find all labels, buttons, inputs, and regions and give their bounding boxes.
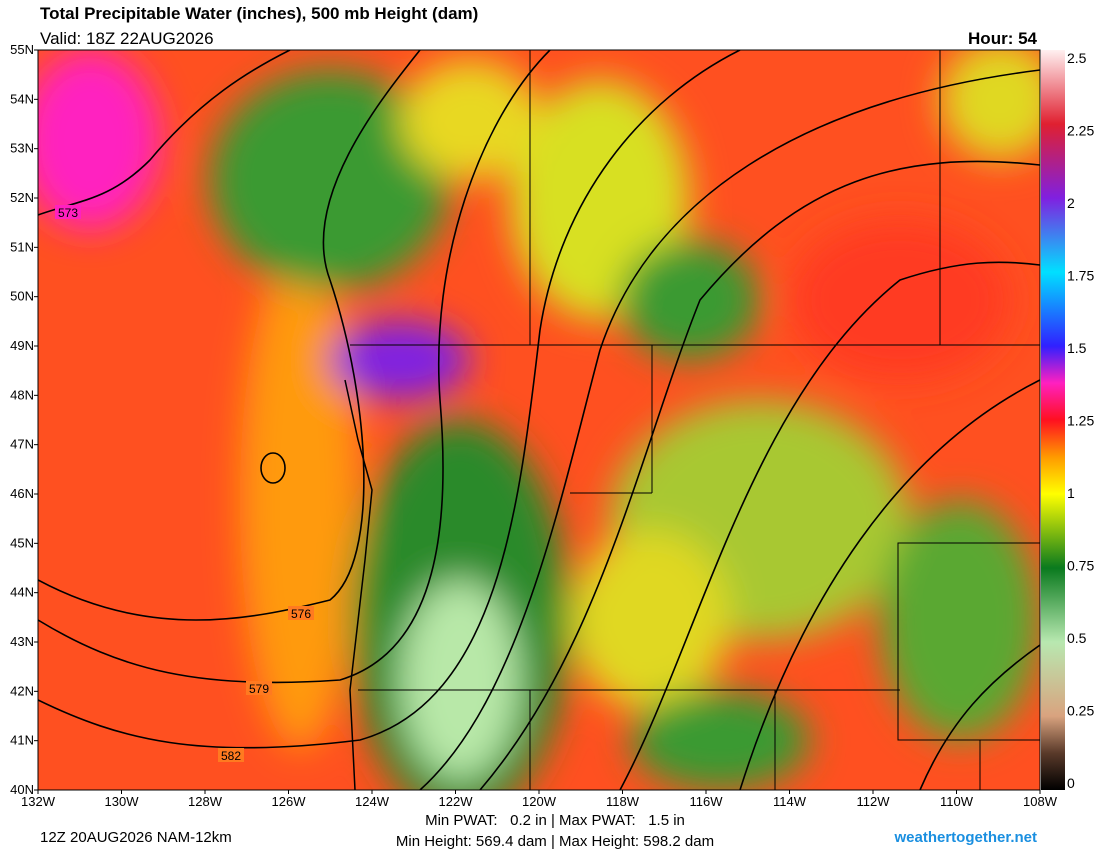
- site-credit: weathertogether.net: [893, 829, 1037, 846]
- pwat-stats: Min PWAT: 0.2 in | Max PWAT: 1.5 in: [425, 812, 685, 829]
- contour-label: 576: [291, 607, 311, 621]
- lon-label: 108W: [1023, 794, 1058, 809]
- lon-label: 126W: [272, 794, 307, 809]
- colorbar-label: 1: [1067, 485, 1075, 501]
- lat-label: 43N: [10, 634, 34, 649]
- lon-label: 116W: [690, 794, 724, 809]
- lat-label: 47N: [10, 437, 34, 452]
- lat-label: 44N: [10, 585, 34, 600]
- lat-label: 55N: [10, 42, 34, 57]
- colorbar-label: 1.5: [1067, 340, 1087, 356]
- colorbar-label: 1.25: [1067, 413, 1094, 429]
- valid-time: Valid: 18Z 22AUG2026: [40, 29, 214, 48]
- lat-label: 40N: [10, 782, 34, 797]
- lon-label: 130W: [105, 794, 140, 809]
- colorbar-label: 2: [1067, 195, 1075, 211]
- pwat-field: [38, 50, 1040, 790]
- lon-label: 118W: [606, 794, 640, 809]
- colorbar-label: 1.75: [1067, 268, 1094, 284]
- lat-label: 45N: [10, 535, 34, 550]
- colorbar: [1041, 50, 1065, 790]
- lon-label: 128W: [188, 794, 223, 809]
- lat-label: 51N: [10, 239, 34, 254]
- height-stats: Min Height: 569.4 dam | Max Height: 598.…: [396, 833, 714, 850]
- title: Total Precipitable Water (inches), 500 m…: [40, 4, 478, 23]
- contour-label-bg: [218, 748, 244, 762]
- lon-label: 124W: [355, 794, 390, 809]
- lon-label: 114W: [773, 794, 807, 809]
- lat-label: 42N: [10, 683, 34, 698]
- lat-label: 54N: [10, 91, 34, 106]
- contour-label: 579: [249, 682, 269, 696]
- colorbar-label: 0.5: [1067, 630, 1087, 646]
- colorbar-label: 2.25: [1067, 123, 1094, 139]
- lon-label: 112W: [857, 794, 891, 809]
- lat-label: 46N: [10, 486, 34, 501]
- contour-label-bg: [55, 205, 81, 219]
- lon-label: 132W: [21, 794, 56, 809]
- model-run: 12Z 20AUG2026 NAM-12km: [40, 829, 232, 846]
- forecast-hour: Hour: 54: [968, 29, 1038, 48]
- lat-label: 49N: [10, 338, 34, 353]
- lon-label: 120W: [522, 794, 557, 809]
- contour-label-bg: [288, 606, 314, 620]
- lon-label: 122W: [439, 794, 474, 809]
- colorbar-label: 0.25: [1067, 703, 1094, 719]
- lat-label: 53N: [10, 141, 34, 156]
- contour-label-bg: [246, 681, 272, 695]
- height-contours: [38, 50, 1040, 790]
- lat-label: 41N: [10, 733, 34, 748]
- contour-label: 582: [221, 749, 241, 763]
- lat-label: 52N: [10, 190, 34, 205]
- colorbar-label: 0: [1067, 775, 1075, 791]
- lat-label: 48N: [10, 387, 34, 402]
- borders: [344, 50, 1040, 790]
- colorbar-label: 0.75: [1067, 558, 1094, 574]
- lon-label: 110W: [940, 794, 974, 809]
- contour-label: 573: [58, 206, 78, 220]
- lat-label: 50N: [10, 289, 34, 304]
- colorbar-label: 2.5: [1067, 50, 1087, 66]
